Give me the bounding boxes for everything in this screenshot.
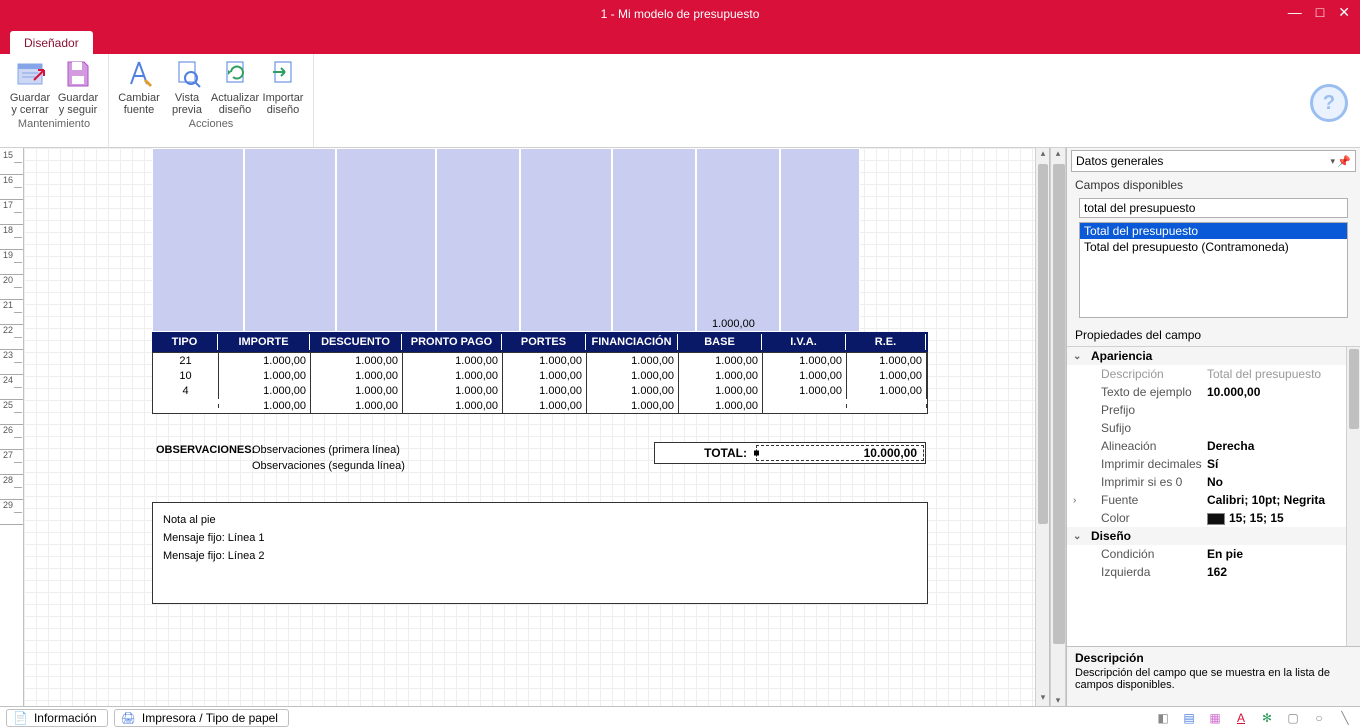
pin-icon[interactable]: 📌	[1337, 155, 1351, 168]
table-header-cell: TIPO	[152, 334, 218, 350]
field-search[interactable]	[1079, 198, 1348, 218]
color-swatch	[1207, 513, 1225, 525]
tab-strip: Diseñador	[0, 28, 1360, 54]
collapse-icon[interactable]: ⌄	[1073, 351, 1087, 362]
totals-table: TIPOIMPORTEDESCUENTOPRONTO PAGOPORTESFIN…	[152, 332, 928, 414]
ribbon-group-label: Acciones	[189, 118, 234, 132]
save-close-icon	[14, 58, 46, 90]
field-list[interactable]: Total del presupuestoTotal del presupues…	[1079, 222, 1348, 318]
tool-icon[interactable]: ▦	[1206, 710, 1224, 726]
properties-grid[interactable]: ⌄Apariencia DescripciónTotal del presupu…	[1067, 346, 1360, 646]
data-scope-dropdown[interactable]: Datos generales ▾ 📌	[1071, 150, 1356, 172]
scroll-down-icon[interactable]: ▾	[1036, 692, 1050, 706]
save-icon	[62, 58, 94, 90]
tool-icon[interactable]: ▢	[1284, 710, 1302, 726]
ribbon: Guardar y cerrar Guardar y seguir Manten…	[0, 54, 1360, 148]
scroll-thumb[interactable]	[1038, 164, 1048, 524]
side-scrollbar[interactable]: ▴ ▾	[1050, 148, 1066, 706]
window-title: 1 - Mi modelo de presupuesto	[601, 7, 760, 21]
maximize-icon[interactable]: □	[1316, 4, 1324, 20]
table-header-cell: PRONTO PAGO	[402, 334, 502, 350]
close-icon[interactable]: ✕	[1338, 4, 1350, 20]
save-close-button[interactable]: Guardar y cerrar	[6, 56, 54, 118]
field-search-input[interactable]	[1079, 198, 1348, 218]
total-row[interactable]: TOTAL: 10.000,00	[654, 442, 926, 464]
preview-icon	[171, 58, 203, 90]
field-list-item[interactable]: Total del presupuesto (Contramoneda)	[1080, 239, 1347, 255]
design-canvas[interactable]: 1.000,00 TIPOIMPORTEDESCUENTOPRONTO PAGO…	[24, 148, 1049, 706]
minimize-icon[interactable]: —	[1288, 4, 1302, 20]
import-icon	[267, 58, 299, 90]
status-tool-icons: ◧ ▤ ▦ A ✻ ▢ ○ ╲	[1154, 710, 1354, 726]
table-header-cell: BASE	[678, 334, 762, 350]
tool-icon[interactable]: ○	[1310, 710, 1328, 726]
props-title: Propiedades del campo	[1067, 324, 1360, 346]
ribbon-group-maintenance: Guardar y cerrar Guardar y seguir Manten…	[0, 54, 109, 147]
font-icon	[123, 58, 155, 90]
save-continue-button[interactable]: Guardar y seguir	[54, 56, 102, 118]
tool-icon[interactable]: A	[1232, 710, 1250, 726]
expand-icon[interactable]: ›	[1073, 495, 1087, 506]
table-header-cell: DESCUENTO	[310, 334, 402, 350]
observations-block: OBSERVACIONES:Observaciones (primera lín…	[152, 442, 652, 474]
table-row: 101.000,001.000,001.000,001.000,001.000,…	[153, 368, 927, 383]
upper-value: 1.000,00	[712, 318, 755, 330]
help-button[interactable]: ?	[1310, 84, 1348, 122]
tab-designer[interactable]: Diseñador	[10, 31, 93, 54]
preview-button[interactable]: Vista previa	[163, 56, 211, 118]
properties-panel: Datos generales ▾ 📌 Campos disponibles T…	[1066, 148, 1360, 706]
canvas-scrollbar[interactable]: ▴ ▾	[1035, 148, 1049, 706]
table-row: 211.000,001.000,001.000,001.000,001.000,…	[153, 353, 927, 368]
tool-icon[interactable]: ▤	[1180, 710, 1198, 726]
printer-icon: 🖨	[121, 711, 136, 725]
tool-icon[interactable]: ╲	[1336, 710, 1354, 726]
status-bar: 📄 Información 🖨 Impresora / Tipo de pape…	[0, 706, 1360, 728]
import-design-button[interactable]: Importar diseño	[259, 56, 307, 118]
refresh-icon	[219, 58, 251, 90]
printer-status-button[interactable]: 🖨 Impresora / Tipo de papel	[114, 709, 289, 727]
placeholder-columns	[152, 148, 922, 332]
ribbon-group-label: Mantenimiento	[18, 118, 90, 132]
footer-notes: Nota al pie Mensaje fijo: Línea 1 Mensaj…	[152, 502, 928, 604]
table-row: 41.000,001.000,001.000,001.000,001.000,0…	[153, 383, 927, 398]
table-header-cell: I.V.A.	[762, 334, 846, 350]
title-bar: 1 - Mi modelo de presupuesto — □ ✕	[0, 0, 1360, 28]
field-list-item[interactable]: Total del presupuesto	[1080, 223, 1347, 239]
scroll-up-icon[interactable]: ▴	[1036, 148, 1050, 162]
tool-icon[interactable]: ◧	[1154, 710, 1172, 726]
table-header-cell: IMPORTE	[218, 334, 310, 350]
vertical-ruler: 151617181920212223242526272829	[0, 148, 24, 706]
table-header-cell: PORTES	[502, 334, 586, 350]
info-icon: 📄	[13, 711, 28, 725]
tool-icon[interactable]: ✻	[1258, 710, 1276, 726]
available-fields-label: Campos disponibles	[1067, 174, 1360, 194]
props-scrollbar[interactable]	[1346, 347, 1360, 646]
chevron-down-icon: ▾	[1330, 156, 1335, 167]
collapse-icon[interactable]: ⌄	[1073, 531, 1087, 542]
table-row: 1.000,001.000,001.000,001.000,001.000,00…	[153, 398, 927, 413]
change-font-button[interactable]: Cambiar fuente	[115, 56, 163, 118]
table-header-cell: FINANCIACIÓN	[586, 334, 678, 350]
ribbon-group-actions: Cambiar fuente Vista previa Actualizar d…	[109, 54, 314, 147]
description-box: Descripción Descripción del campo que se…	[1067, 646, 1360, 706]
info-status-button[interactable]: 📄 Información	[6, 709, 108, 727]
canvas-wrap: 151617181920212223242526272829 1.000,00 …	[0, 148, 1050, 706]
refresh-design-button[interactable]: Actualizar diseño	[211, 56, 259, 118]
table-header-cell: R.E.	[846, 334, 926, 350]
main-area: 151617181920212223242526272829 1.000,00 …	[0, 148, 1360, 706]
